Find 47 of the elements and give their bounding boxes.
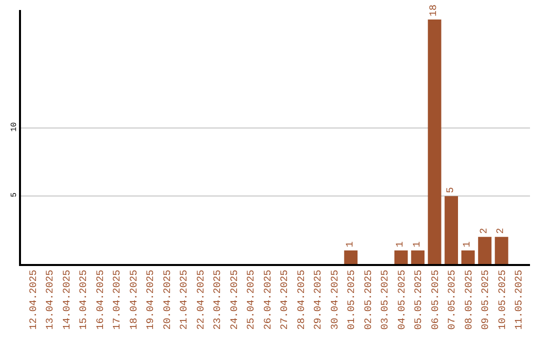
x-tick-label: 26.04.2025 (263, 270, 274, 330)
x-tick-label: 03.05.2025 (380, 270, 392, 330)
x-tick-label: 12.04.2025 (28, 270, 40, 330)
data-label: 1 (396, 241, 407, 248)
data-label: 2 (496, 228, 508, 234)
x-tick-label: 20.04.2025 (162, 270, 174, 330)
x-tick-label: 25.04.2025 (246, 270, 258, 330)
bar (411, 250, 425, 264)
bar (494, 236, 508, 264)
x-tick-label: 24.04.2025 (230, 270, 241, 330)
bar (461, 250, 475, 264)
x-tick-label: 23.04.2025 (213, 270, 224, 330)
bar (428, 20, 442, 264)
x-tick-label: 05.05.2025 (414, 270, 426, 330)
bar (344, 250, 358, 264)
bar (478, 236, 492, 264)
x-tick-label: 08.05.2025 (464, 270, 476, 330)
x-tick-label: 09.05.2025 (481, 270, 492, 330)
bar (394, 250, 408, 264)
x-tick-label: 19.04.2025 (146, 270, 158, 330)
data-label: 18 (429, 4, 440, 17)
x-tick-label: 15.04.2025 (79, 270, 90, 330)
x-tick-label: 01.05.2025 (347, 270, 358, 330)
data-label: 5 (446, 187, 457, 194)
x-tick-label: 02.05.2025 (364, 270, 375, 330)
x-tick-label: 11.05.2025 (514, 270, 526, 330)
x-tick-label: 07.05.2025 (448, 270, 459, 330)
x-tick-label: 30.04.2025 (330, 270, 342, 330)
x-tick-label: 04.05.2025 (397, 270, 408, 330)
x-tick-label: 28.04.2025 (296, 270, 308, 330)
data-label: 2 (479, 228, 490, 234)
x-tick-label: 21.04.2025 (180, 270, 191, 330)
x-tick-label: 22.04.2025 (196, 270, 208, 330)
x-tick-label: 18.04.2025 (129, 270, 140, 330)
data-label: 1 (462, 241, 474, 248)
x-tick-label: 06.05.2025 (430, 270, 442, 330)
x-tick-label: 10.05.2025 (498, 270, 509, 330)
x-tick-label: 29.04.2025 (314, 270, 325, 330)
data-label: 1 (345, 241, 356, 248)
x-tick-label: 14.04.2025 (62, 270, 74, 330)
x-tick-label: 13.04.2025 (46, 270, 57, 330)
y-tick-label: 10 (10, 122, 20, 132)
x-tick-label: 17.04.2025 (112, 270, 124, 330)
x-tick-label: 27.04.2025 (280, 270, 292, 330)
bar (444, 196, 458, 264)
x-tick-label: 16.04.2025 (96, 270, 107, 330)
data-label: 1 (412, 241, 424, 248)
